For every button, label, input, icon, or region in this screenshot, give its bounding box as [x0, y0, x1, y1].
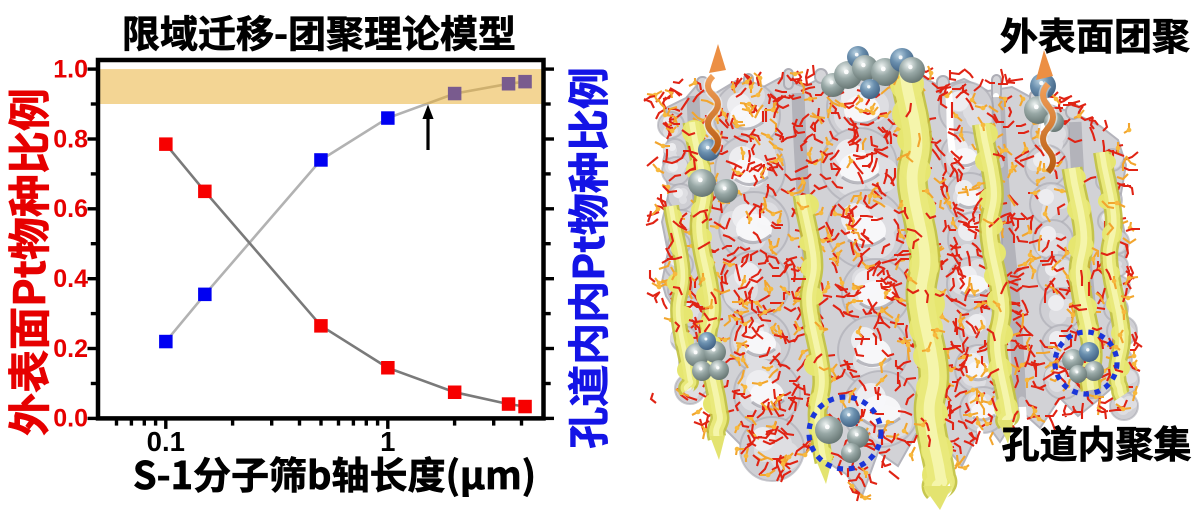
svg-text:0.0: 0.0 [53, 405, 88, 433]
svg-text:0.1: 0.1 [147, 426, 185, 457]
svg-text:1: 1 [380, 426, 395, 457]
svg-text:0.2: 0.2 [53, 335, 88, 363]
svg-text:0.8: 0.8 [53, 125, 88, 153]
svg-text:0.4: 0.4 [53, 265, 88, 293]
svg-text:1.0: 1.0 [53, 55, 88, 83]
svg-text:0.6: 0.6 [53, 195, 88, 223]
